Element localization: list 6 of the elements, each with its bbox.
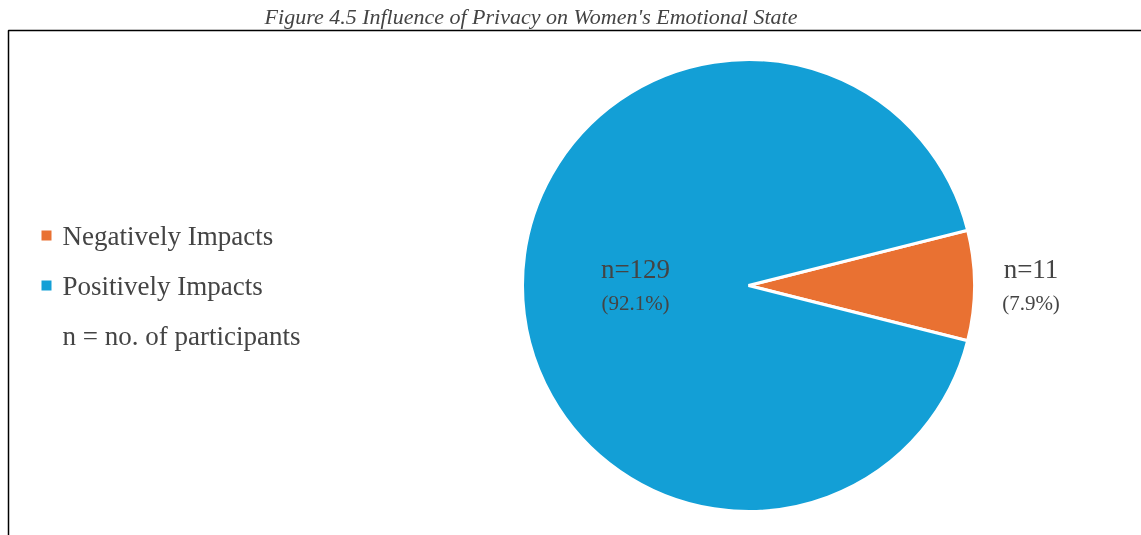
legend-label: Negatively Impacts — [62, 220, 274, 251]
chart-title: Figure 4.5 Influence of Privacy on Women's Emotional State — [263, 3, 798, 29]
text: n = no. of participants — [62, 320, 301, 351]
data-label: n=11 (7.9%) — [1002, 253, 1060, 315]
data-label: n=129 (92.1%) — [600, 253, 671, 315]
legend-label: Positively Impacts — [62, 270, 263, 301]
